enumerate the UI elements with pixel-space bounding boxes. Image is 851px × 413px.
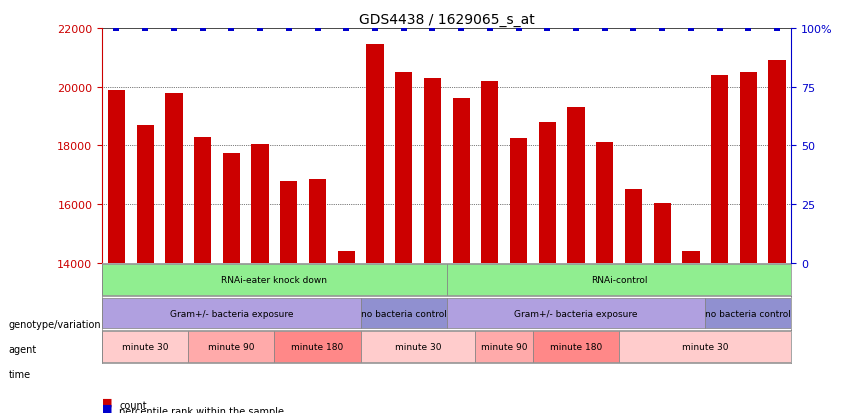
Text: percentile rank within the sample: percentile rank within the sample	[119, 406, 284, 413]
Text: ■: ■	[102, 397, 112, 407]
Bar	[654, 203, 671, 263]
Text: minute 30: minute 30	[122, 342, 168, 351]
FancyBboxPatch shape	[361, 332, 476, 362]
FancyBboxPatch shape	[102, 265, 447, 295]
Text: minute 30: minute 30	[395, 342, 442, 351]
Text: count: count	[119, 400, 146, 410]
Text: RNAi-eater knock down: RNAi-eater knock down	[221, 275, 328, 284]
Bar	[165, 93, 182, 263]
Bar	[482, 82, 499, 263]
FancyBboxPatch shape	[533, 332, 620, 362]
Text: genotype/variation: genotype/variation	[9, 319, 101, 329]
Text: Gram+/- bacteria exposure: Gram+/- bacteria exposure	[514, 309, 637, 318]
Bar	[136, 126, 154, 263]
Text: ■: ■	[102, 403, 112, 413]
FancyBboxPatch shape	[274, 332, 361, 362]
Bar	[194, 137, 211, 263]
Text: minute 180: minute 180	[550, 342, 603, 351]
Text: minute 90: minute 90	[208, 342, 254, 351]
Bar	[740, 73, 757, 263]
Bar	[366, 45, 384, 263]
Bar	[596, 143, 614, 263]
Bar	[424, 78, 441, 263]
Bar	[280, 181, 298, 263]
Bar	[683, 252, 700, 263]
Text: no bacteria control: no bacteria control	[705, 309, 791, 318]
FancyBboxPatch shape	[447, 298, 705, 328]
Bar	[510, 139, 527, 263]
Bar	[539, 123, 556, 263]
Text: Gram+/- bacteria exposure: Gram+/- bacteria exposure	[169, 309, 293, 318]
Bar	[309, 180, 326, 263]
Bar	[768, 61, 785, 263]
FancyBboxPatch shape	[705, 298, 791, 328]
FancyBboxPatch shape	[188, 332, 274, 362]
FancyBboxPatch shape	[102, 332, 188, 362]
Text: time: time	[9, 369, 31, 379]
Bar	[395, 73, 412, 263]
Bar	[625, 190, 643, 263]
Text: RNAi-control: RNAi-control	[591, 275, 648, 284]
Bar	[453, 99, 470, 263]
FancyBboxPatch shape	[620, 332, 791, 362]
Title: GDS4438 / 1629065_s_at: GDS4438 / 1629065_s_at	[359, 12, 534, 26]
Bar	[252, 145, 269, 263]
FancyBboxPatch shape	[476, 332, 533, 362]
Bar	[568, 108, 585, 263]
Text: minute 30: minute 30	[682, 342, 728, 351]
Bar	[711, 76, 728, 263]
Bar	[338, 252, 355, 263]
Text: minute 180: minute 180	[291, 342, 344, 351]
FancyBboxPatch shape	[447, 265, 791, 295]
Bar	[108, 90, 125, 263]
Bar	[223, 153, 240, 263]
Text: agent: agent	[9, 344, 37, 354]
FancyBboxPatch shape	[361, 298, 447, 328]
Text: no bacteria control: no bacteria control	[361, 309, 447, 318]
FancyBboxPatch shape	[102, 298, 361, 328]
Text: minute 90: minute 90	[481, 342, 528, 351]
